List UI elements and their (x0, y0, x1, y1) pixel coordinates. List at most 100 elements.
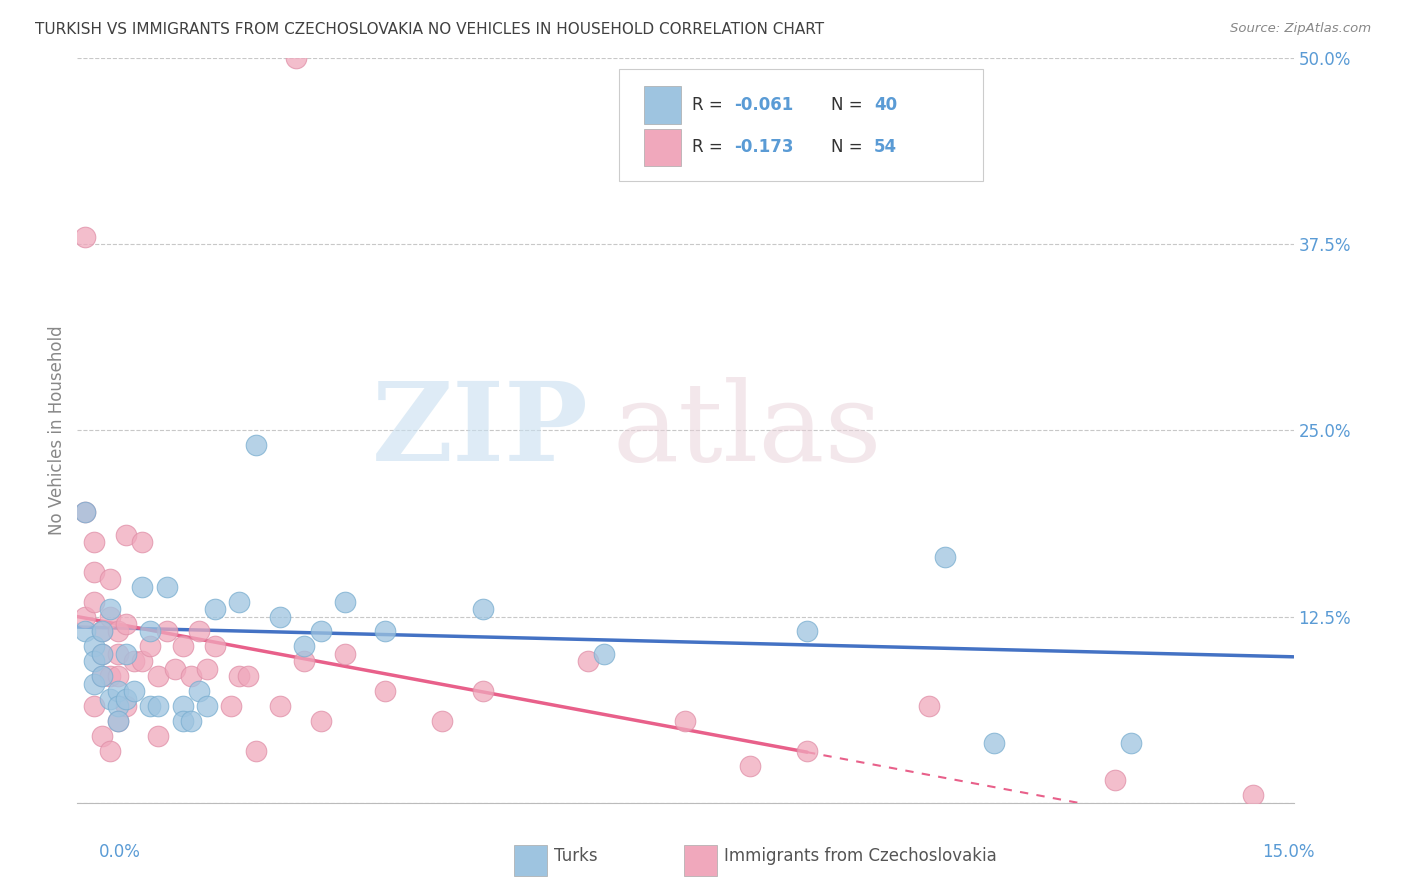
FancyBboxPatch shape (515, 845, 547, 876)
Point (139, 624, 162, 639)
Text: Immigrants from Czechoslovakia: Immigrants from Czechoslovakia (724, 847, 997, 865)
Text: R =: R = (692, 138, 727, 156)
Point (228, 669, 250, 683)
Point (195, 698, 218, 713)
Point (285, 51, 308, 65)
Point (90, 669, 112, 683)
Point (90, 669, 112, 683)
Point (204, 640, 226, 654)
Point (934, 549, 956, 564)
Point (1104, 773, 1126, 788)
Point (228, 595, 250, 609)
Point (269, 698, 291, 713)
Point (107, 698, 129, 713)
Point (1121, 736, 1143, 750)
Point (90, 624, 112, 639)
FancyBboxPatch shape (644, 87, 681, 123)
Point (172, 698, 194, 713)
Point (593, 647, 616, 661)
Text: N =: N = (831, 96, 869, 114)
Point (204, 602, 226, 616)
Point (155, 580, 177, 594)
Point (139, 698, 162, 713)
Point (139, 640, 162, 654)
Point (122, 684, 145, 698)
Point (75, 229, 97, 244)
Point (180, 714, 202, 728)
FancyBboxPatch shape (644, 128, 681, 166)
Point (83, 676, 105, 690)
Text: 15.0%: 15.0% (1263, 843, 1315, 861)
Point (309, 624, 332, 639)
FancyBboxPatch shape (685, 845, 717, 876)
Y-axis label: No Vehicles in Household: No Vehicles in Household (48, 326, 66, 535)
Point (148, 669, 170, 683)
Point (675, 714, 697, 728)
Point (471, 684, 494, 698)
Point (740, 758, 762, 772)
Point (115, 698, 138, 713)
Point (471, 602, 494, 616)
Text: 0.0%: 0.0% (98, 843, 141, 861)
Text: N =: N = (831, 138, 869, 156)
Point (115, 527, 138, 541)
Point (98, 669, 121, 683)
Point (131, 535, 153, 549)
Point (796, 624, 818, 639)
Point (107, 647, 129, 661)
Point (180, 669, 202, 683)
Point (333, 595, 356, 609)
Point (90, 729, 112, 743)
Point (148, 698, 170, 713)
Point (90, 624, 112, 639)
Point (221, 698, 243, 713)
Point (75, 609, 97, 624)
Point (98, 609, 121, 624)
Point (115, 691, 138, 706)
Point (122, 654, 145, 668)
Point (163, 662, 186, 676)
Point (115, 647, 138, 661)
Text: 40: 40 (875, 96, 897, 114)
Point (83, 698, 105, 713)
Point (796, 744, 818, 758)
Point (269, 609, 291, 624)
Point (155, 624, 177, 639)
Point (107, 669, 129, 683)
Point (576, 654, 599, 668)
Point (115, 617, 138, 632)
Point (83, 595, 105, 609)
Point (188, 684, 211, 698)
Point (374, 684, 396, 698)
Point (131, 654, 153, 668)
Point (98, 691, 121, 706)
Point (245, 438, 267, 452)
Point (430, 714, 453, 728)
Point (75, 505, 97, 519)
Point (107, 684, 129, 698)
Point (83, 654, 105, 668)
Point (90, 647, 112, 661)
Point (83, 535, 105, 549)
Text: TURKISH VS IMMIGRANTS FROM CZECHOSLOVAKIA NO VEHICLES IN HOUSEHOLD CORRELATION C: TURKISH VS IMMIGRANTS FROM CZECHOSLOVAKI… (35, 22, 824, 37)
Point (918, 698, 941, 713)
Point (309, 714, 332, 728)
Point (292, 654, 315, 668)
Point (236, 669, 259, 683)
Text: 54: 54 (875, 138, 897, 156)
Point (148, 729, 170, 743)
Point (195, 662, 218, 676)
Point (131, 580, 153, 594)
Point (172, 640, 194, 654)
Text: Turks: Turks (554, 847, 598, 865)
Point (1241, 789, 1264, 803)
Text: ZIP: ZIP (371, 377, 588, 483)
Point (83, 565, 105, 579)
Point (374, 624, 396, 639)
Point (98, 744, 121, 758)
Point (107, 714, 129, 728)
Text: atlas: atlas (613, 377, 882, 483)
Point (98, 602, 121, 616)
Point (333, 647, 356, 661)
Point (83, 640, 105, 654)
